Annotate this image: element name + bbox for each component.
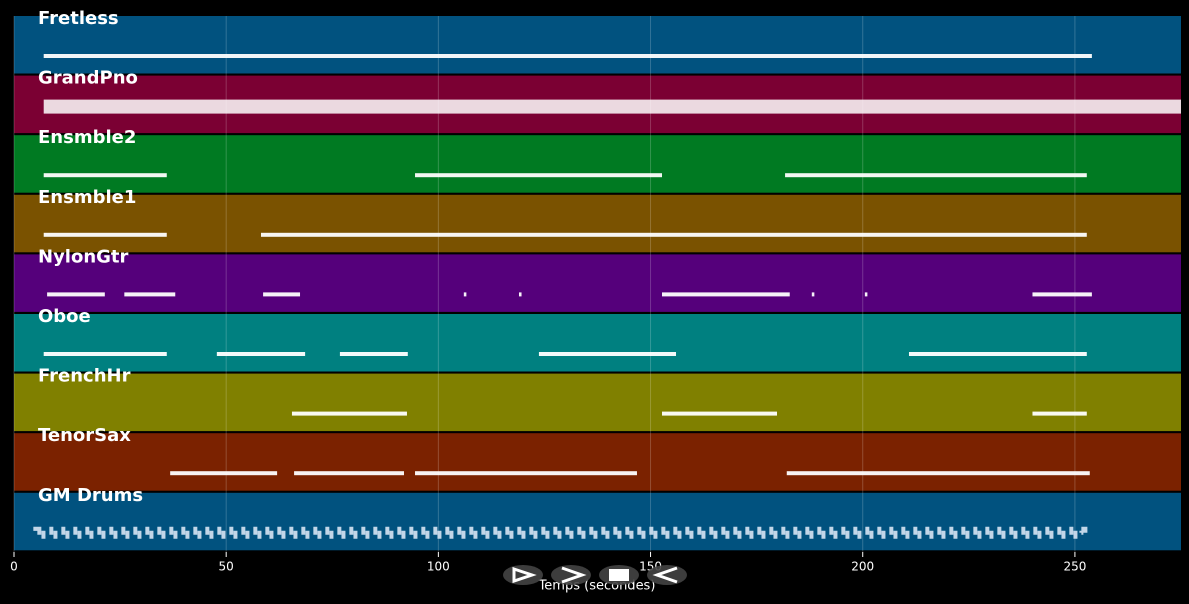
track-band [14,492,1181,551]
note-span [43,352,167,356]
back-button[interactable] [647,565,687,585]
track-band [14,135,1181,193]
track-labels: Fretless GrandPno Ensmble2 Ensmble1 NylonGtr… [38,8,143,506]
x-tick-label: 100 [427,560,450,574]
track-label: Ensmble1 [38,187,136,208]
forward-button[interactable] [551,565,591,585]
note-span [43,54,1092,58]
note-span [786,471,1090,476]
x-tick-label: 0 [10,560,18,574]
note-span [43,173,167,178]
track-label: FrenchHr [38,366,131,387]
note-span [463,292,467,297]
x-tick-label: 250 [1063,560,1086,574]
note-span [291,411,407,416]
note-span [43,232,167,237]
track-label: Oboe [38,306,91,327]
track-band [14,194,1181,253]
track-label: TenorSax [38,425,131,446]
tracks [14,16,1181,551]
track-label: GM Drums [38,485,143,506]
track-band [14,16,1181,74]
note-span [864,292,868,297]
toolbar [503,565,687,585]
track-band [14,433,1181,491]
note-span [811,292,815,297]
track-label: GrandPno [38,68,138,89]
note-span [43,99,1182,114]
note-span [1032,411,1087,416]
note-span [124,292,176,297]
note-span [518,292,522,297]
note-span [216,352,306,356]
x-tick-label: 200 [851,560,874,574]
note-span [662,411,778,416]
note-span [294,471,404,476]
track-band [14,254,1181,312]
track-label: Fretless [38,8,119,29]
note-span [170,471,278,476]
x-axis: 0 50 100 150 200 250 [10,552,1086,574]
note-span [538,352,677,356]
note-span [260,232,1087,237]
note-span [908,352,1087,356]
note-span [263,292,301,297]
x-tick-label: 50 [219,560,234,574]
note-span [415,471,637,476]
track-label: NylonGtr [38,246,129,267]
note-span [785,173,1087,178]
note-span [33,526,1088,539]
play-button[interactable] [503,565,543,585]
track-label: Ensmble2 [38,127,136,148]
stop-button[interactable] [599,565,639,585]
track-band [14,373,1181,432]
note-span [47,292,105,297]
note-span [339,352,408,356]
notes [33,54,1182,539]
note-span [1032,292,1092,297]
note-span [662,292,790,297]
note-span [415,173,663,178]
track-band [14,314,1181,372]
